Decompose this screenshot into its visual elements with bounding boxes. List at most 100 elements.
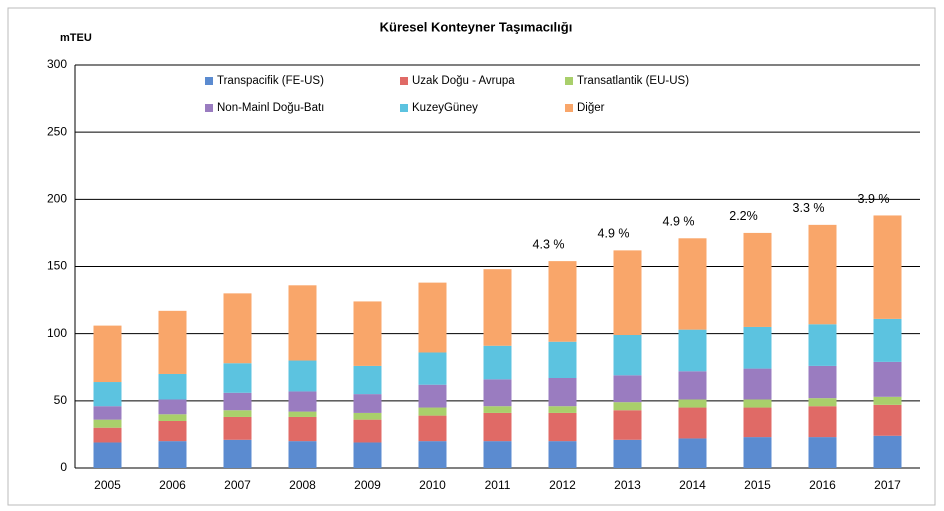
bar-segment	[93, 382, 122, 407]
growth-label: 3.9 %	[858, 192, 890, 206]
bar-segment	[288, 416, 317, 442]
growth-label: 4.3 %	[533, 237, 565, 251]
growth-label: 2.2%	[729, 209, 758, 223]
legend-swatch	[565, 77, 573, 85]
y-tick-label: 0	[60, 460, 67, 474]
x-tick-label: 2017	[874, 478, 901, 492]
bar-segment	[613, 402, 642, 411]
bar-segment	[743, 232, 772, 327]
bar-segment	[873, 404, 902, 436]
y-axis-label: mTEU	[60, 32, 92, 44]
x-tick-label: 2014	[679, 478, 706, 492]
bar-segment	[158, 414, 187, 421]
bar-segment	[613, 439, 642, 468]
bar-segment	[223, 439, 252, 468]
x-tick-label: 2015	[744, 478, 771, 492]
legend-swatch	[400, 77, 408, 85]
bar-segment	[613, 375, 642, 403]
legend-label: Uzak Doğu - Avrupa	[412, 75, 515, 87]
growth-label: 4.9 %	[663, 215, 695, 229]
bar-segment	[418, 407, 447, 416]
bar-segment	[808, 437, 837, 468]
growth-label: 3.3 %	[793, 201, 825, 215]
legend-label: Diğer	[577, 102, 605, 114]
bar-segment	[418, 441, 447, 468]
bar-segment	[743, 326, 772, 369]
bar-segment	[353, 412, 382, 420]
bar-segment	[483, 379, 512, 407]
bar-segment	[678, 371, 707, 400]
bar-segment	[288, 441, 317, 468]
x-tick-label: 2009	[354, 478, 381, 492]
legend-swatch	[400, 104, 408, 112]
bar-segment	[418, 415, 447, 442]
bar-segment	[483, 269, 512, 346]
bar-segment	[678, 329, 707, 372]
legend-label: KuzeyGüney	[412, 102, 478, 114]
bar-segment	[548, 441, 577, 468]
bar-segment	[548, 406, 577, 413]
bar-segment	[353, 301, 382, 366]
bar-segment	[613, 410, 642, 440]
bar-segment	[418, 352, 447, 385]
x-tick-label: 2008	[289, 478, 316, 492]
bar-segment	[548, 377, 577, 407]
bar-segment	[418, 384, 447, 408]
bar-segment	[743, 437, 772, 468]
legend-label: Non-Mainl Doğu-Batı	[217, 102, 324, 114]
bar-segment	[93, 325, 122, 383]
bar-segment	[93, 406, 122, 420]
bar-segment	[613, 250, 642, 336]
bar-segment	[483, 406, 512, 413]
y-tick-label: 150	[47, 259, 67, 273]
bar-segment	[418, 282, 447, 353]
bar-segment	[223, 363, 252, 393]
bar-segment	[288, 391, 317, 412]
bar-segment	[678, 399, 707, 408]
bar-segment	[223, 293, 252, 364]
bar-segment	[483, 441, 512, 468]
bar-segment	[158, 441, 187, 468]
bar-segment	[808, 365, 837, 399]
bar-segment	[873, 435, 902, 468]
bar-segment	[158, 373, 187, 400]
bar-segment	[288, 411, 317, 417]
y-tick-label: 100	[47, 326, 67, 340]
x-tick-label: 2016	[809, 478, 836, 492]
bar-segment	[808, 406, 837, 438]
bar-segment	[353, 394, 382, 413]
bar-segment	[873, 318, 902, 362]
bar-segment	[483, 412, 512, 442]
bar-segment	[613, 335, 642, 376]
y-tick-label: 250	[47, 124, 67, 138]
bar-segment	[808, 398, 837, 407]
bar-segment	[353, 442, 382, 468]
x-tick-label: 2010	[419, 478, 446, 492]
bar-segment	[808, 224, 837, 325]
x-tick-label: 2006	[159, 478, 186, 492]
legend-swatch	[205, 104, 213, 112]
bar-segment	[743, 407, 772, 438]
bar-segment	[158, 420, 187, 442]
bar-segment	[223, 416, 252, 440]
bar-segment	[808, 324, 837, 366]
legend-label: Transpacifik (FE-US)	[217, 75, 324, 87]
x-tick-label: 2005	[94, 478, 121, 492]
bar-segment	[873, 361, 902, 397]
bar-segment	[743, 399, 772, 408]
bar-segment	[353, 365, 382, 395]
bar-segment	[873, 215, 902, 319]
bar-segment	[223, 410, 252, 417]
bar-segment	[873, 396, 902, 405]
bar-segment	[743, 368, 772, 400]
growth-label: 4.9 %	[598, 227, 630, 241]
bar-segment	[288, 360, 317, 392]
bar-segment	[223, 392, 252, 411]
x-tick-label: 2012	[549, 478, 576, 492]
chart-title: Küresel Konteyner Taşımacılığı	[380, 19, 573, 34]
bar-segment	[93, 419, 122, 428]
bar-segment	[678, 438, 707, 468]
bar-segment	[548, 412, 577, 442]
y-tick-label: 50	[54, 393, 68, 407]
